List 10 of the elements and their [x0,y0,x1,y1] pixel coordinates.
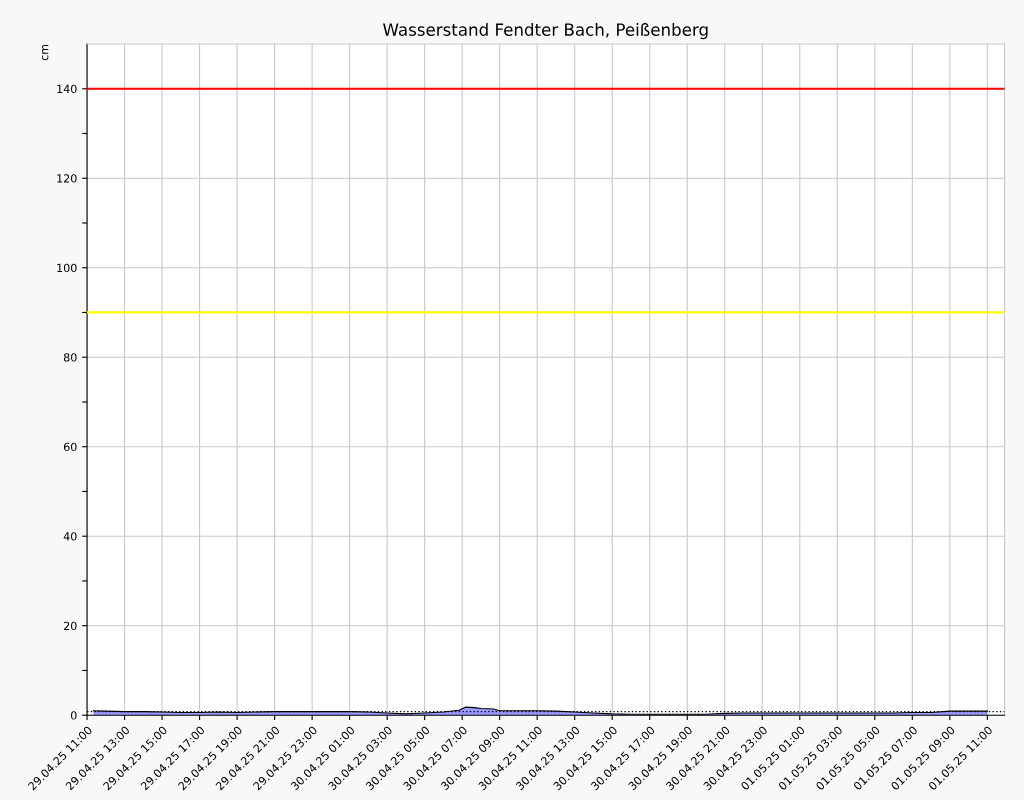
y-tick-label: 0 [70,711,77,720]
y-axis-title: cm [42,44,49,61]
y-tick-label: 20 [63,621,77,631]
y-tick-label: 140 [57,84,77,94]
chart-title: Wasserstand Fendter Bach, Peißenberg [383,23,708,40]
y-tick-label: 100 [57,263,77,273]
y-tick-label: 120 [57,174,77,183]
y-tick-label: 60 [63,442,77,452]
y-tick-label: 40 [63,532,77,541]
y-tick-label: 80 [63,353,77,362]
